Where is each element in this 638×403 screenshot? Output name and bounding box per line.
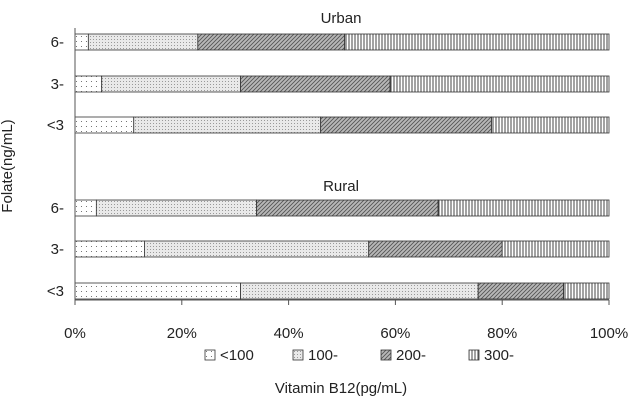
bar-rural-2-series-2 (477, 282, 565, 300)
bar-urban-1-series-0 (74, 75, 103, 93)
panel-title-rural: Rural (323, 178, 359, 195)
x-tick-label: 100% (590, 325, 628, 342)
bar-rural-1-series-0 (74, 240, 145, 258)
bars (74, 33, 610, 300)
bar-rural-1-series-2 (368, 240, 503, 258)
legend: <100 100- 200- 300- (204, 347, 514, 364)
bar-rural-1-series-1 (144, 240, 370, 258)
bar-urban-0-series-2 (197, 33, 346, 51)
bar-rural-2-series-3 (563, 282, 610, 300)
legend-label-0: <100 (220, 347, 254, 364)
legend-swatch-3 (468, 349, 480, 361)
x-tick-label: 0% (64, 325, 86, 342)
bar-urban-2-series-1 (133, 116, 322, 134)
category-label: 6- (51, 200, 64, 217)
x-tick-label: 40% (274, 325, 304, 342)
x-ticks: 0% 20% 40% 60% 80% 100% (64, 300, 628, 342)
x-axis: 0% 20% 40% 60% 80% 100% (64, 299, 628, 342)
category-label: 6- (51, 34, 64, 51)
bar-rural-0-series-3 (437, 199, 610, 217)
bar-urban-0-series-1 (87, 33, 199, 51)
legend-swatch-0 (204, 349, 216, 361)
bar-urban-0-series-0 (74, 33, 89, 51)
legend-label-3: 300- (484, 347, 514, 364)
bar-urban-0-series-3 (344, 33, 610, 51)
bar-urban-2-series-0 (74, 116, 135, 134)
bar-rural-1-series-3 (501, 240, 610, 258)
x-tick-label: 60% (380, 325, 410, 342)
bar-rural-0-series-0 (74, 199, 97, 217)
legend-swatch-1 (292, 349, 304, 361)
bar-urban-2-series-3 (491, 116, 610, 134)
bar-rural-2-series-0 (74, 282, 241, 300)
legend-label-2: 200- (396, 347, 426, 364)
bar-rural-0-series-2 (256, 199, 439, 217)
bar-urban-1-series-3 (389, 75, 610, 93)
panel-titles: Urban Rural (321, 10, 362, 195)
y-axis-title: Folate(ng/mL) (0, 119, 16, 212)
x-axis-title: Vitamin B12(pg/mL) (275, 380, 407, 397)
legend-label-1: 100- (308, 347, 338, 364)
category-labels: 6- 3- <3 6- 3- <3 (47, 34, 64, 300)
legend-swatch-2 (380, 349, 392, 361)
x-tick-label: 80% (487, 325, 517, 342)
bar-urban-1-series-1 (101, 75, 241, 93)
bar-urban-2-series-2 (320, 116, 492, 134)
bar-rural-2-series-1 (240, 282, 479, 300)
panel-title-urban: Urban (321, 10, 362, 27)
category-label: <3 (47, 283, 64, 300)
category-label: 3- (51, 241, 64, 258)
category-label: 3- (51, 76, 64, 93)
bar-urban-1-series-2 (240, 75, 391, 93)
category-label: <3 (47, 117, 64, 134)
x-tick-label: 20% (167, 325, 197, 342)
bar-rural-0-series-1 (95, 199, 257, 217)
